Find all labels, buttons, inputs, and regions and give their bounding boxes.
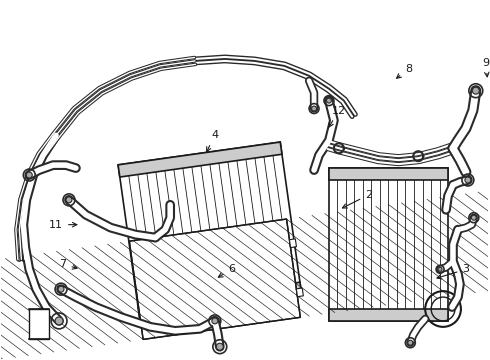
Bar <box>29 309 49 339</box>
Text: 3: 3 <box>437 264 469 279</box>
Polygon shape <box>290 239 296 248</box>
Text: 7: 7 <box>59 259 77 269</box>
Text: 16: 16 <box>0 359 1 360</box>
Text: 14: 14 <box>0 359 1 360</box>
Circle shape <box>55 317 63 325</box>
Circle shape <box>471 215 476 220</box>
Text: 13: 13 <box>0 359 1 360</box>
Polygon shape <box>138 282 302 317</box>
Circle shape <box>66 197 72 203</box>
Polygon shape <box>329 309 448 321</box>
Polygon shape <box>129 219 300 339</box>
Text: 1: 1 <box>0 359 1 360</box>
Text: 15: 15 <box>0 359 1 360</box>
Circle shape <box>465 177 471 183</box>
Text: 6: 6 <box>219 264 235 277</box>
Text: 2: 2 <box>343 190 372 208</box>
Text: 4: 4 <box>207 130 219 152</box>
Text: 5: 5 <box>0 359 1 360</box>
Circle shape <box>212 318 218 324</box>
Circle shape <box>216 343 223 350</box>
Circle shape <box>58 286 64 292</box>
Text: 10: 10 <box>0 359 1 360</box>
Circle shape <box>438 267 442 271</box>
Circle shape <box>472 87 479 94</box>
Polygon shape <box>329 168 448 180</box>
Polygon shape <box>118 142 302 317</box>
Polygon shape <box>329 168 448 321</box>
Circle shape <box>326 98 331 103</box>
Circle shape <box>408 340 413 345</box>
Circle shape <box>312 106 317 111</box>
Text: 11: 11 <box>49 220 77 230</box>
Circle shape <box>26 172 32 178</box>
Text: 8: 8 <box>396 64 412 78</box>
Polygon shape <box>118 142 282 177</box>
Text: 12: 12 <box>329 105 346 127</box>
Polygon shape <box>296 288 303 297</box>
Text: 9: 9 <box>482 58 490 77</box>
